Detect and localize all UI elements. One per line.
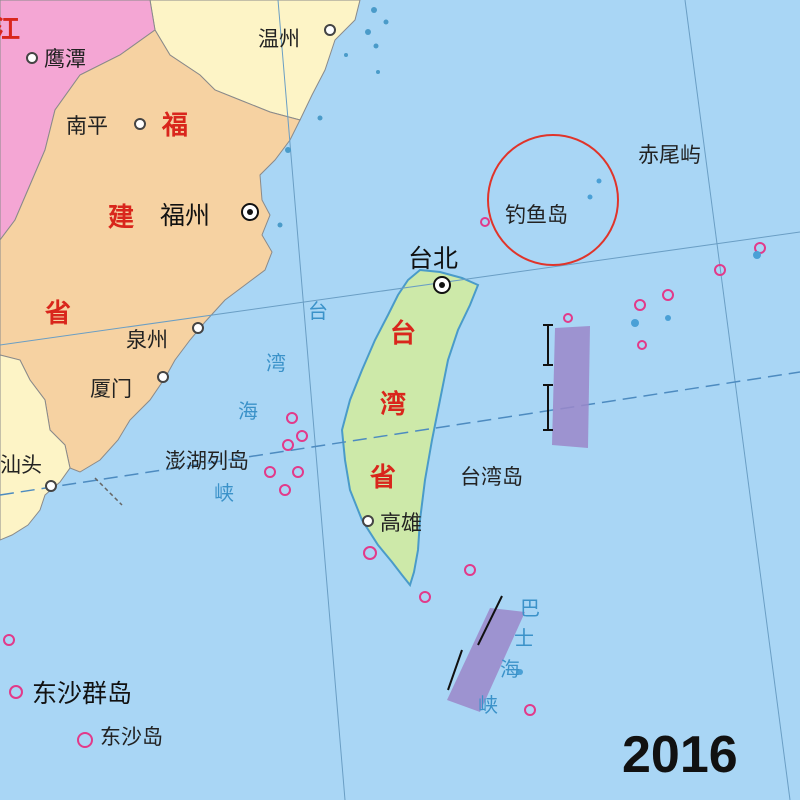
year-label: 2016	[622, 726, 738, 784]
coral-reefs	[3, 217, 766, 748]
dongsha-island-label: 东沙岛	[100, 725, 163, 749]
taiwan-island-label: 台湾岛	[460, 465, 523, 489]
bashi-label-2: 士	[514, 626, 534, 650]
strait-label-4: 峡	[214, 481, 234, 505]
boundary-line	[94, 477, 123, 506]
diaoyu-label: 钓鱼岛	[505, 203, 568, 227]
diaoyu-highlight-circle	[487, 134, 619, 266]
bashi-label-3: 海	[500, 657, 520, 681]
bashi-label-1: 巴	[520, 596, 540, 620]
strait-label-1: 台	[308, 299, 328, 323]
fujian-label-3: 省	[44, 299, 71, 329]
penghu-label: 澎湖列岛	[165, 449, 249, 473]
nanping-label: 南平	[66, 114, 108, 138]
capital-marker-taipei	[433, 276, 451, 294]
yingtan-label: 鹰潭	[44, 47, 86, 71]
fujian-label-2: 建	[108, 203, 134, 233]
xiamen-label: 厦门	[90, 377, 132, 401]
chiwei-label: 赤尾屿	[638, 143, 701, 167]
bashi-label-4: 峡	[478, 693, 498, 717]
dongsha-islands-label: 东沙群岛	[32, 679, 132, 708]
fuzhou-label: 福州	[160, 201, 210, 230]
shantou-label: 汕头	[0, 453, 42, 477]
taiwan-prov-label-3: 省	[369, 463, 396, 493]
quanzhou-label: 泉州	[126, 328, 168, 352]
taipei-label: 台北	[408, 244, 458, 273]
guangdong-region	[0, 354, 71, 541]
wenzhou-label: 温州	[258, 27, 300, 51]
taiwan-island	[340, 268, 480, 588]
capital-marker-fuzhou	[241, 203, 259, 221]
city-markers	[26, 24, 374, 527]
taiwan-prov-label-2: 湾	[380, 389, 406, 420]
strait-label-2: 湾	[266, 351, 286, 375]
trench-east-taiwan	[543, 324, 590, 448]
taiwan-prov-label-1: 台	[390, 318, 416, 349]
jiangxi-label: 江	[0, 15, 20, 45]
tropic-line	[0, 371, 800, 496]
kaohsiung-label: 高雄	[380, 511, 422, 535]
fujian-label-1: 福	[161, 111, 188, 141]
coastal-islands	[277, 7, 389, 228]
small-islands	[517, 178, 761, 675]
trench-bashi	[447, 595, 525, 712]
strait-label-3: 海	[238, 399, 258, 423]
